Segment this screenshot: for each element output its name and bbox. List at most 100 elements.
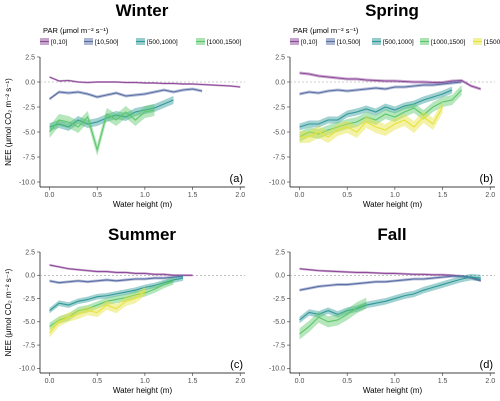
series-line xyxy=(49,277,184,312)
confidence-band xyxy=(299,101,443,143)
confidence-band xyxy=(299,85,462,142)
x-tick-label: 0.0 xyxy=(45,378,55,385)
x-tick-label: 2.0 xyxy=(485,192,495,199)
panel-winter: Winter 2.5 0.0 -2.5 -5.0 -7.5 -10.0 0.0 0.5 1.0 1.… xyxy=(4,1,245,209)
y-tick-label: -7.5 xyxy=(23,342,35,349)
legend-entry: [10,500] xyxy=(95,39,119,46)
x-tick-label: 1.0 xyxy=(140,378,150,385)
series-line xyxy=(49,109,155,153)
legend-entry: [500,1000] xyxy=(383,39,414,46)
x-tick-label: 0.5 xyxy=(342,378,352,385)
x-tick-label: 2.0 xyxy=(485,378,495,385)
series-line xyxy=(49,76,241,88)
legend-spring: PAR (μmol m⁻² s⁻¹) [0,10] [10,500] [500,100… xyxy=(290,26,500,46)
series-0-10 xyxy=(49,263,193,277)
confidence-band xyxy=(49,96,174,131)
x-tick-label: 0.0 xyxy=(295,378,305,385)
confidence-band xyxy=(299,267,481,282)
series-10-500 xyxy=(299,80,462,96)
legend-entry: [10,500] xyxy=(337,39,361,46)
x-tick-label: 0.0 xyxy=(295,192,305,199)
series-1000-1500 xyxy=(49,277,174,331)
panel-tag: (d) xyxy=(480,359,493,371)
legend-title: PAR (μmol m⁻² s⁻¹) xyxy=(43,26,109,35)
panel-fall: Fall 2.5 0.0 -2.5 -5.0 -7.5 -10.0 0.0 0.5 1.0 1.5 2… xyxy=(269,225,495,395)
confidence-band xyxy=(299,297,367,340)
y-axis-label: NEE (μmol CO₂ m⁻² s⁻¹) xyxy=(4,268,13,356)
y-tick-label: -5.0 xyxy=(23,319,35,326)
legend-entry: [1000,1500] xyxy=(207,39,242,46)
x-axis-label: Water height (m) xyxy=(363,386,423,395)
series-500-1000 xyxy=(299,86,453,131)
series-line xyxy=(299,106,444,138)
series-line xyxy=(299,89,453,128)
y-tick-label: -7.5 xyxy=(273,154,285,161)
series-10-500 xyxy=(49,274,184,285)
x-tick-label: 0.5 xyxy=(92,192,102,199)
y-tick-label: 0.0 xyxy=(25,79,35,86)
x-tick-label: 1.0 xyxy=(390,378,400,385)
y-tick-label: 2.5 xyxy=(275,54,285,61)
series-line xyxy=(299,302,367,335)
series-500-1000 xyxy=(49,275,184,314)
y-tick-label: -10.0 xyxy=(19,366,35,373)
panel-tag: (c) xyxy=(230,359,243,371)
y-tick-label: -10.0 xyxy=(269,179,285,186)
x-tick-label: 1.5 xyxy=(438,192,448,199)
confidence-band xyxy=(299,274,481,292)
y-tick-label: -2.5 xyxy=(23,104,35,111)
y-tick-label: 2.5 xyxy=(25,249,35,256)
legend-entry: [0,10] xyxy=(51,39,67,46)
panel-tag: (b) xyxy=(480,173,493,185)
series-line xyxy=(299,275,481,291)
series-line xyxy=(299,81,462,95)
series-1500-2000 xyxy=(49,286,146,338)
panel-title: Summer xyxy=(108,225,176,244)
y-tick-label: -2.5 xyxy=(273,104,285,111)
y-tick-label: -10.0 xyxy=(269,366,285,373)
confidence-band xyxy=(49,76,241,88)
y-tick-label: -7.5 xyxy=(23,154,35,161)
x-tick-label: 1.0 xyxy=(140,192,150,199)
series-1000-1500 xyxy=(299,85,463,142)
series-0-10 xyxy=(49,76,241,88)
y-tick-label: 0.0 xyxy=(275,79,285,86)
x-tick-label: 1.0 xyxy=(390,192,400,199)
y-tick-label: -10.0 xyxy=(19,179,35,186)
y-tick-label: -2.5 xyxy=(23,296,35,303)
x-tick-label: 1.5 xyxy=(438,378,448,385)
series-line xyxy=(299,276,481,321)
panel-title: Spring xyxy=(365,1,419,20)
y-tick-label: 2.5 xyxy=(25,54,35,61)
series-line xyxy=(299,268,481,282)
confidence-band xyxy=(49,277,174,331)
x-axis-label: Water height (m) xyxy=(363,200,423,209)
series-1000-1500 xyxy=(299,297,367,340)
series-0-10 xyxy=(299,267,481,282)
x-tick-label: 0.0 xyxy=(45,192,55,199)
y-axis-label: NEE (μmol CO₂ m⁻² s⁻¹) xyxy=(4,78,13,166)
panel-summer: Summer 2.5 0.0 -2.5 -5.0 -7.5 -10.0 0.0 0.5 1.0 1.… xyxy=(4,225,245,395)
x-tick-label: 1.5 xyxy=(188,378,198,385)
series-500-1000 xyxy=(299,273,481,324)
series-0-10 xyxy=(299,71,481,91)
legend-entry: [500,1000] xyxy=(147,39,178,46)
y-tick-label: 0.0 xyxy=(275,273,285,280)
x-tick-label: 2.0 xyxy=(235,378,245,385)
panel-title: Winter xyxy=(116,1,169,20)
legend-winter: PAR (μmol m⁻² s⁻¹) [0,10] [10,500] [500,100… xyxy=(40,26,242,46)
series-line xyxy=(299,89,463,138)
y-tick-label: 0.0 xyxy=(25,273,35,280)
series-line xyxy=(49,264,193,276)
x-tick-label: 2.0 xyxy=(235,192,245,199)
series-1500-2000 xyxy=(299,101,444,143)
series-line xyxy=(49,275,184,284)
y-tick-label: -5.0 xyxy=(23,129,35,136)
confidence-band xyxy=(49,263,193,277)
x-axis-label: Water height (m) xyxy=(113,386,173,395)
legend-entry: [0,10] xyxy=(301,39,317,46)
series-line xyxy=(299,72,481,90)
confidence-band xyxy=(49,87,203,101)
x-axis-label: Water height (m) xyxy=(113,200,173,209)
y-tick-label: -2.5 xyxy=(273,296,285,303)
